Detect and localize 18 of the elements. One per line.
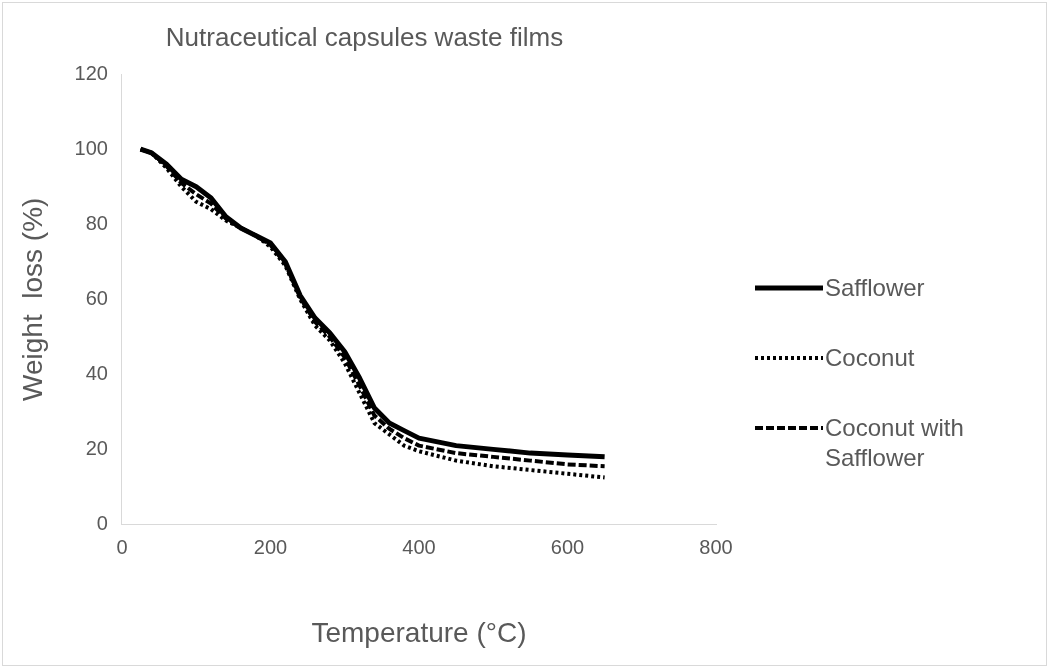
- x-tick-label: 200: [253, 535, 288, 558]
- x-tick-label: 600: [550, 535, 585, 558]
- x-tick-label: 400: [402, 535, 436, 558]
- x-tick-label: 0: [116, 535, 128, 558]
- x-tick-label: 800: [699, 535, 733, 558]
- y-axis-title: Weight loss (%): [16, 197, 48, 401]
- legend-label: Coconut with Safflower: [825, 413, 965, 473]
- y-tick-label: 120: [74, 61, 108, 84]
- y-tick-label: 40: [85, 361, 108, 384]
- legend-label: Safflower: [825, 273, 926, 303]
- y-tick-label: 100: [74, 136, 108, 159]
- legend-label: Coconut: [825, 343, 916, 373]
- y-tick-label: 0: [96, 511, 108, 534]
- chart-title: Nutraceutical capsules waste films: [165, 21, 564, 52]
- y-tick-label: 20: [85, 436, 108, 459]
- x-axis-title: Temperature (°C): [311, 616, 527, 648]
- y-tick-label: 80: [85, 211, 108, 234]
- y-tick-label: 60: [85, 286, 108, 309]
